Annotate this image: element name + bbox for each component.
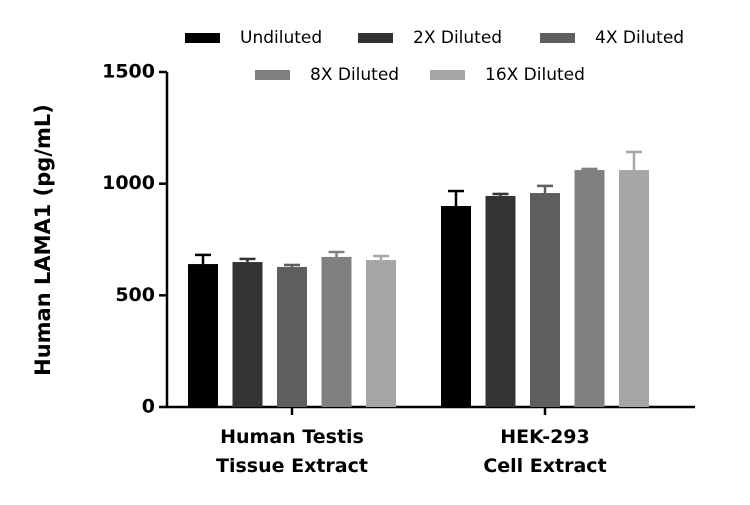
bar xyxy=(232,262,263,407)
legend-swatch xyxy=(540,33,575,43)
legend-label: 2X Diluted xyxy=(413,28,502,48)
bar xyxy=(277,266,307,407)
bar xyxy=(530,193,560,407)
bar xyxy=(485,195,516,407)
x-tick-label: Human Testis Tissue Extract xyxy=(216,426,368,477)
y-axis-title: Human LAMA1 (pg/mL) xyxy=(31,104,55,376)
legend-swatch xyxy=(430,70,465,80)
bar xyxy=(619,170,649,407)
bar xyxy=(321,256,352,407)
legend-swatch xyxy=(255,70,290,80)
legend-label: 4X Diluted xyxy=(595,28,684,48)
y-tick-label: 1000 xyxy=(102,172,155,194)
legend-label: Undiluted xyxy=(240,28,322,48)
legend-label: 8X Diluted xyxy=(310,65,399,85)
x-tick-label: HEK-293 Cell Extract xyxy=(483,426,607,477)
y-tick-label: 0 xyxy=(142,396,155,418)
bar xyxy=(574,170,605,407)
legend-label: 16X Diluted xyxy=(485,65,585,85)
bar xyxy=(188,264,218,407)
legend-swatch xyxy=(185,33,220,43)
bar xyxy=(441,206,471,407)
legend-swatch xyxy=(358,33,393,43)
bar xyxy=(366,260,396,407)
y-tick-label: 1500 xyxy=(102,61,155,83)
y-tick-label: 500 xyxy=(115,284,155,306)
